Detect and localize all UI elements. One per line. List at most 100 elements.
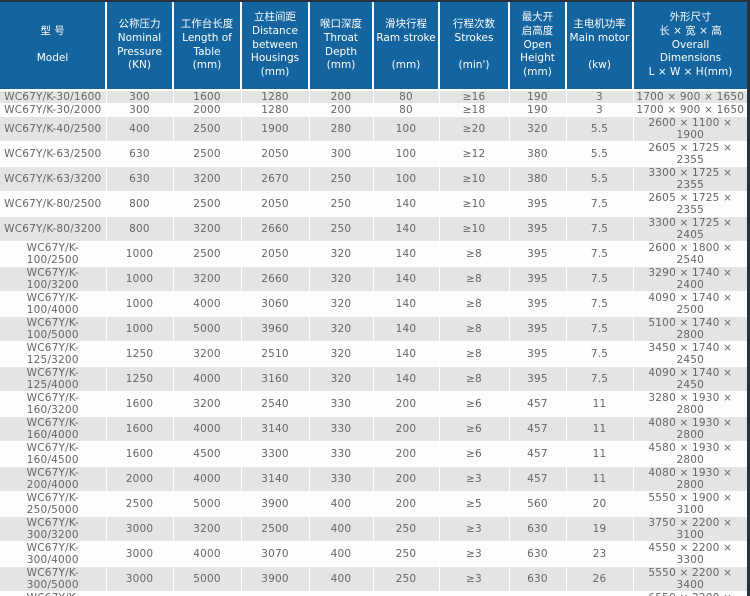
main-motor-cell: 5.5 [566, 166, 634, 192]
model-cell: WC67Y/K-30/1600 [0, 90, 107, 104]
overall-dimensions-cell: 4550 × 2200 × 3300 [633, 541, 747, 567]
nominal-pressure-cell: 1000 [106, 266, 174, 292]
model-cell: WC67Y/K-80/2500 [0, 191, 107, 217]
housing-distance-cell: 3060 [241, 291, 310, 317]
main-motor-cell: 5.5 [566, 141, 634, 167]
open-height-cell: 630 [509, 541, 567, 567]
housing-distance-cell: 2660 [241, 266, 310, 292]
strokes-cell: ≥8 [439, 316, 510, 342]
table-row: WC67Y/K-63/2500 630 2500 2050 300 100 ≥12 380 5.… [0, 141, 747, 167]
main-motor-cell: 11 [566, 416, 634, 442]
table-row: WC67Y/K-100/3200 1000 3200 2660 320 140 ≥8 395 7… [0, 266, 747, 292]
ram-stroke-cell: 100 [373, 141, 440, 167]
main-motor-cell: 11 [566, 391, 634, 417]
model-cell: WC67Y/K-160/4500 [0, 441, 107, 467]
table-row: WC67Y/K-80/2500 800 2500 2050 250 140 ≥10 395 7.… [0, 191, 747, 217]
table-length-cell: 2500 [173, 141, 242, 167]
open-height-cell: 560 [509, 491, 567, 517]
ram-stroke-cell: 140 [373, 191, 440, 217]
housing-distance-cell: 3960 [241, 316, 310, 342]
ram-stroke-cell: 250 [373, 541, 440, 567]
nominal-pressure-cell: 1250 [106, 341, 174, 367]
strokes-cell: ≥20 [439, 116, 510, 142]
table-length-cell: 3200 [173, 166, 242, 192]
overall-dimensions-cell: 1700 × 900 × 1650 [633, 90, 747, 104]
open-height-cell: 380 [509, 166, 567, 192]
housing-distance-cell: 2050 [241, 141, 310, 167]
open-height-cell: 457 [509, 391, 567, 417]
main-motor-cell: 20 [566, 491, 634, 517]
main-motor-cell: 7.5 [566, 266, 634, 292]
ram-stroke-cell: 80 [373, 90, 440, 104]
overall-dimensions-cell: 2605 × 1725 × 2355 [633, 191, 747, 217]
column-header-model: 型 号 Model [0, 2, 107, 91]
throat-depth-cell: 200 [309, 90, 374, 104]
overall-dimensions-cell: 1700 × 900 × 1650 [633, 103, 747, 117]
nominal-pressure-cell: 1000 [106, 291, 174, 317]
nominal-pressure-cell: 3000 [106, 591, 174, 596]
throat-depth-cell: 320 [309, 291, 374, 317]
overall-dimensions-cell: 5550 × 2200 × 3400 [633, 566, 747, 592]
overall-dimensions-cell: 3290 × 1740 × 2400 [633, 266, 747, 292]
table-row: WC67Y/K-40/2500 400 2500 1900 280 100 ≥20 320 5.… [0, 116, 747, 142]
table-length-cell: 2000 [173, 103, 242, 117]
strokes-cell: ≥8 [439, 241, 510, 267]
main-motor-cell: 7.5 [566, 191, 634, 217]
nominal-pressure-cell: 1600 [106, 441, 174, 467]
nominal-pressure-cell: 1000 [106, 241, 174, 267]
housing-distance-cell: 3140 [241, 466, 310, 492]
open-height-cell: 395 [509, 241, 567, 267]
overall-dimensions-cell: 4080 × 1930 × 2800 [633, 466, 747, 492]
nominal-pressure-cell: 300 [106, 103, 174, 117]
strokes-cell: ≥5 [439, 491, 510, 517]
table-row: WC67Y/K-160/3200 1600 3200 2540 330 200 ≥6 457 1… [0, 391, 747, 417]
housing-distance-cell: 2670 [241, 166, 310, 192]
open-height-cell: 395 [509, 341, 567, 367]
ram-stroke-cell: 200 [373, 416, 440, 442]
model-cell: WC67Y/K-40/2500 [0, 116, 107, 142]
housing-distance-cell: 3160 [241, 366, 310, 392]
table-header: 型 号 Model 公称压力 Nominal Pressure (KN) 工作台… [0, 2, 747, 91]
open-height-cell: 320 [509, 116, 567, 142]
throat-depth-cell: 300 [309, 141, 374, 167]
throat-depth-cell: 330 [309, 466, 374, 492]
model-cell: WC67Y/K-300/6000 [0, 591, 107, 596]
strokes-cell: ≥10 [439, 216, 510, 242]
overall-dimensions-cell: 3300 × 1725 × 2405 [633, 216, 747, 242]
table-row: WC67Y/K-300/6000300060004900400250≥36303… [0, 591, 747, 596]
overall-dimensions-cell: 3280 × 1930 × 2800 [633, 391, 747, 417]
model-cell: WC67Y/K-80/3200 [0, 216, 107, 242]
table-row: WC67Y/K-30/2000 300 2000 1280 200 80 ≥18 190 3 17… [0, 103, 747, 117]
overall-dimensions-cell: 3750 × 2200 × 3100 [633, 516, 747, 542]
open-height-cell: 395 [509, 191, 567, 217]
throat-depth-cell: 330 [309, 416, 374, 442]
throat-depth-cell: 400 [309, 541, 374, 567]
overall-dimensions-cell: 5550 × 1900 × 3100 [633, 491, 747, 517]
nominal-pressure-cell: 800 [106, 216, 174, 242]
table-length-cell: 4000 [173, 291, 242, 317]
housing-distance-cell: 3140 [241, 416, 310, 442]
open-height-cell: 630 [509, 566, 567, 592]
table-length-cell: 3200 [173, 341, 242, 367]
table-row: WC67Y/K-300/4000 3000 4000 3070 400 250 ≥3 630 2… [0, 541, 747, 567]
model-cell: WC67Y/K-125/4000 [0, 366, 107, 392]
strokes-cell: ≥16 [439, 90, 510, 104]
open-height-cell: 457 [509, 466, 567, 492]
strokes-cell: ≥3 [439, 566, 510, 592]
strokes-cell: ≥12 [439, 141, 510, 167]
nominal-pressure-cell: 2500 [106, 491, 174, 517]
table-length-cell: 2500 [173, 191, 242, 217]
model-cell: WC67Y/K-300/5000 [0, 566, 107, 592]
ram-stroke-cell: 140 [373, 241, 440, 267]
ram-stroke-cell: 140 [373, 366, 440, 392]
overall-dimensions-cell: 6550 × 2200 × 3500 [633, 591, 747, 596]
housing-distance-cell: 1280 [241, 90, 310, 104]
nominal-pressure-cell: 3000 [106, 566, 174, 592]
main-motor-cell: 26 [566, 566, 634, 592]
column-header-nominal-pressure: 公称压力 Nominal Pressure (KN) [106, 2, 174, 91]
ram-stroke-cell: 200 [373, 441, 440, 467]
throat-depth-cell: 400 [309, 566, 374, 592]
model-cell: WC67Y/K-30/2000 [0, 103, 107, 117]
overall-dimensions-cell: 4090 × 1740 × 2500 [633, 291, 747, 317]
column-header-open-height: 最大开 启高度 Open Height (mm) [509, 2, 567, 91]
